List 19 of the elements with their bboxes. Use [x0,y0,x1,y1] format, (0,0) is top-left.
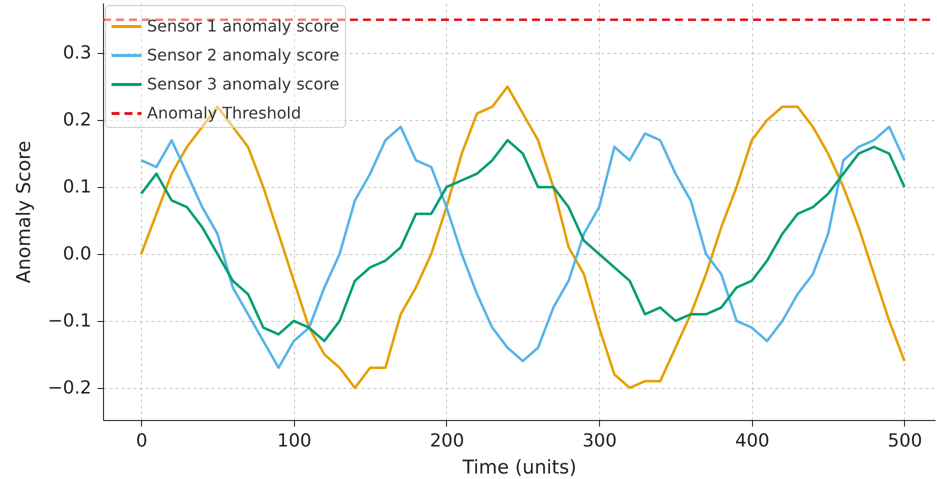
legend-label: Sensor 2 anomaly score [147,46,340,64]
legend-label: Sensor 3 anomaly score [147,74,340,94]
y-axis-title: Anomaly Score [12,140,35,284]
y-tick-label: −0.1 [48,310,92,332]
x-tick-label: 200 [430,430,464,452]
x-axis-title: Time (units) [461,456,577,478]
y-tick-label: 0.3 [62,42,92,64]
legend-label: Sensor 1 anomaly score [147,16,340,36]
x-tick-label: 400 [735,430,770,452]
x-tick-label: 300 [582,430,617,452]
y-tick-label: 0.0 [62,244,92,265]
y-tick-label: 0.2 [62,110,92,131]
line-series [140,126,906,370]
y-tick-label: 0.1 [62,176,92,198]
line-series [140,138,906,342]
y-tick-label: −0.2 [48,377,92,398]
x-tick-label: 100 [277,430,312,452]
x-tick-label: 500 [888,430,922,452]
x-tick-label: 0 [136,430,148,452]
